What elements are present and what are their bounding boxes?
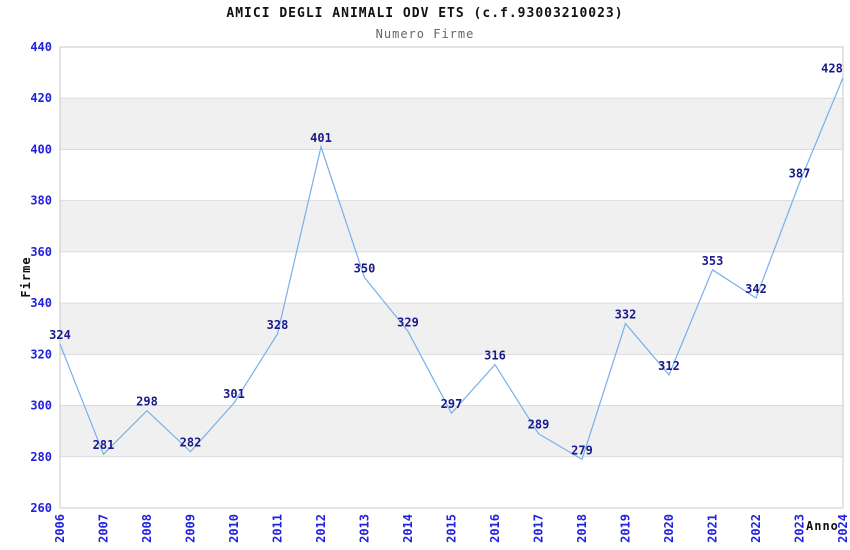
x-tick-label: 2019 [619, 514, 633, 543]
data-point-label: 428 [821, 62, 843, 76]
x-tick-label: 2008 [140, 514, 154, 543]
y-tick-label: 300 [30, 399, 52, 413]
y-tick-label: 420 [30, 91, 52, 105]
x-tick-label: 2017 [532, 514, 546, 543]
data-point-label: 289 [528, 418, 550, 432]
x-tick-label: 2016 [488, 514, 502, 543]
y-tick-label: 380 [30, 194, 52, 208]
chart-title: AMICI DEGLI ANIMALI ODV ETS (c.f.9300321… [226, 6, 624, 21]
y-tick-label: 340 [30, 296, 52, 310]
data-point-label: 350 [354, 262, 376, 276]
x-tick-label: 2012 [314, 514, 328, 543]
plot-band [60, 251, 843, 304]
data-point-label: 387 [789, 167, 811, 181]
data-point-label: 329 [397, 315, 419, 329]
x-tick-label: 2007 [97, 514, 111, 543]
y-tick-label: 320 [30, 347, 52, 361]
data-point-label: 279 [571, 443, 593, 457]
y-tick-label: 260 [30, 501, 52, 515]
x-tick-label: 2021 [706, 514, 720, 543]
plot-band [60, 200, 843, 252]
x-tick-label: 2006 [53, 514, 67, 543]
plot-band [60, 98, 843, 150]
data-point-label: 324 [49, 328, 71, 342]
data-point-label: 316 [484, 349, 506, 363]
x-tick-label: 2022 [749, 514, 763, 543]
x-tick-label: 2020 [662, 514, 676, 543]
x-axis-title: Anno [806, 519, 839, 533]
x-tick-label: 2018 [575, 514, 589, 543]
y-tick-label: 440 [30, 40, 52, 54]
x-tick-label: 2015 [445, 514, 459, 543]
data-point-label: 282 [180, 436, 202, 450]
x-tick-label: 2014 [401, 514, 415, 543]
plot-border [59, 46, 844, 509]
data-point-label: 353 [702, 254, 724, 268]
data-point-label: 297 [441, 397, 463, 411]
plot-band [60, 354, 843, 406]
plot-band [60, 47, 843, 99]
plot-band [60, 456, 843, 508]
x-tick-label: 2009 [184, 514, 198, 543]
data-line [59, 77, 844, 461]
plot-band [60, 149, 843, 201]
x-tick-label: 2011 [271, 514, 285, 543]
x-tick-label: 2010 [227, 514, 241, 543]
data-point-label: 328 [267, 318, 289, 332]
data-point-label: 401 [310, 131, 332, 145]
data-point-label: 332 [615, 308, 637, 322]
data-point-label: 312 [658, 359, 680, 373]
x-tick-label: 2013 [358, 514, 372, 543]
y-tick-label: 360 [30, 245, 52, 259]
chart-subtitle: Numero Firme [375, 27, 475, 41]
data-point-label: 281 [93, 438, 115, 452]
data-point-label: 342 [745, 282, 767, 296]
plot-band [60, 303, 843, 355]
y-tick-label: 400 [30, 142, 52, 156]
data-point-label: 298 [136, 395, 158, 409]
y-tick-label: 280 [30, 450, 52, 464]
data-point-label: 301 [223, 387, 245, 401]
x-tick-label: 2023 [793, 514, 807, 543]
x-tick-label: 2024 [836, 514, 850, 543]
